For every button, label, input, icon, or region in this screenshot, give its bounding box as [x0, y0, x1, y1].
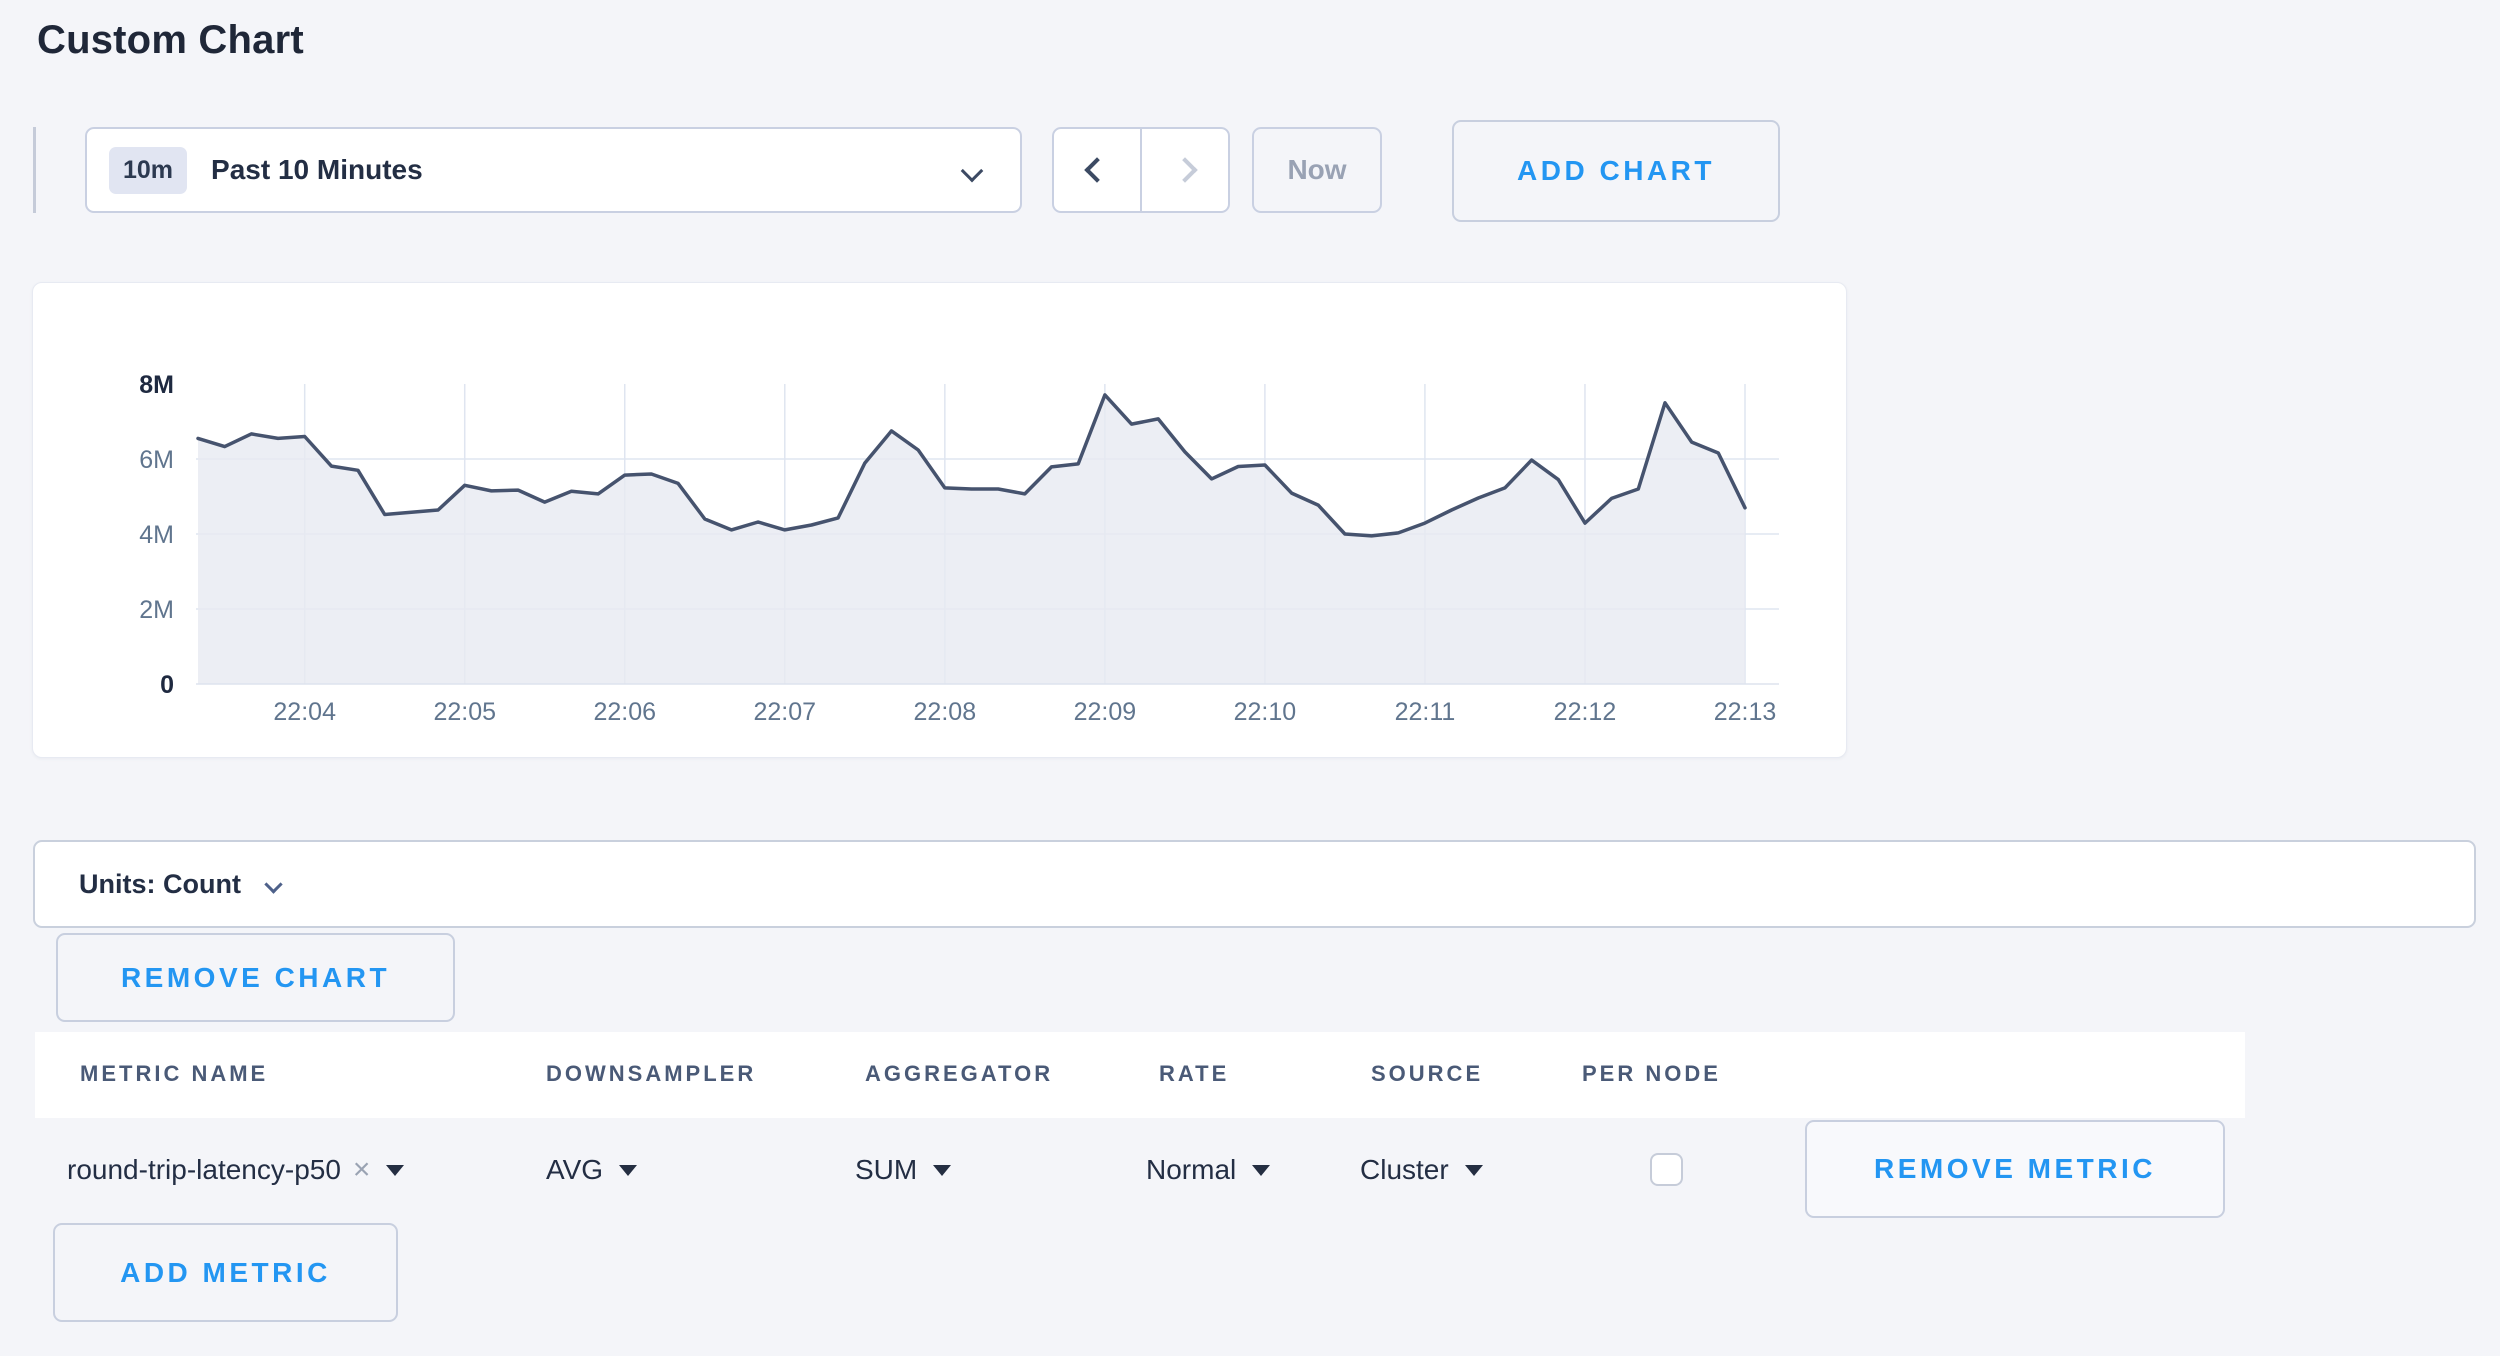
metric-row: round-trip-latency-p50 × AVG SUM Normal … — [0, 1117, 2500, 1223]
svg-text:22:09: 22:09 — [1074, 698, 1137, 726]
col-header-aggregator: AGGREGATOR — [865, 1061, 1054, 1086]
now-button[interactable]: Now — [1252, 127, 1382, 213]
svg-text:22:05: 22:05 — [433, 698, 496, 726]
chart-card: 8M 6M 4M 2M 0 22:04 22:05 22:06 22:07 22:08 22:09 2… — [32, 282, 1847, 758]
metric-name-dropdown[interactable]: round-trip-latency-p50 × — [67, 1117, 405, 1223]
time-series-chart: 8M 6M 4M 2M 0 22:04 22:05 22:06 22:07 22:08 22:09 2… — [139, 371, 1779, 726]
source-value: Cluster — [1360, 1154, 1449, 1185]
svg-text:22:10: 22:10 — [1234, 698, 1297, 726]
time-range-label: Past 10 Minutes — [211, 154, 423, 185]
time-range-badge: 10m — [109, 146, 188, 194]
svg-text:22:04: 22:04 — [273, 698, 336, 726]
dropdown-caret-icon — [1464, 1164, 1483, 1176]
svg-text:22:11: 22:11 — [1395, 698, 1456, 726]
dropdown-caret-icon — [619, 1164, 638, 1176]
downsampler-dropdown[interactable]: AVG — [546, 1117, 638, 1223]
remove-token-icon[interactable]: × — [352, 1153, 371, 1186]
col-header-source: SOURCE — [1371, 1061, 1484, 1086]
svg-text:6M: 6M — [139, 446, 174, 474]
col-header-metric-name: METRIC NAME — [80, 1061, 269, 1086]
add-metric-button[interactable]: ADD METRIC — [53, 1223, 398, 1322]
rate-dropdown[interactable]: Normal — [1146, 1117, 1271, 1223]
chevron-down-icon — [960, 159, 984, 183]
downsampler-value: AVG — [546, 1154, 604, 1185]
toolbar-divider — [33, 127, 36, 213]
svg-text:22:06: 22:06 — [593, 698, 656, 726]
chevron-down-icon — [264, 874, 283, 894]
svg-text:22:12: 22:12 — [1554, 698, 1617, 726]
units-label: Units: Count — [79, 868, 241, 899]
col-header-rate: RATE — [1159, 1061, 1230, 1086]
time-range-dropdown[interactable]: 10m Past 10 Minutes — [85, 127, 1022, 213]
chevron-right-icon — [1172, 157, 1198, 183]
dropdown-caret-icon — [1252, 1164, 1271, 1176]
col-header-per-node: PER NODE — [1582, 1061, 1721, 1086]
page-title: Custom Chart — [37, 18, 304, 62]
col-header-downsampler: DOWNSAMPLER — [546, 1061, 757, 1086]
chevron-left-icon — [1084, 157, 1110, 183]
per-node-checkbox[interactable] — [1650, 1153, 1683, 1186]
svg-text:4M: 4M — [139, 521, 174, 549]
prev-time-button[interactable] — [1054, 129, 1140, 211]
source-dropdown[interactable]: Cluster — [1360, 1117, 1483, 1223]
metrics-table-header: METRIC NAME DOWNSAMPLER AGGREGATOR RATE … — [35, 1032, 2245, 1118]
remove-metric-button[interactable]: REMOVE METRIC — [1805, 1120, 2225, 1218]
svg-text:2M: 2M — [139, 596, 174, 624]
svg-text:8M: 8M — [139, 371, 174, 399]
time-step-group — [1052, 127, 1230, 213]
remove-chart-button[interactable]: REMOVE CHART — [56, 933, 455, 1022]
rate-value: Normal — [1146, 1154, 1237, 1185]
dropdown-caret-icon — [933, 1164, 952, 1176]
svg-text:22:08: 22:08 — [914, 698, 977, 726]
svg-text:0: 0 — [160, 671, 174, 699]
add-chart-button[interactable]: ADD CHART — [1452, 120, 1780, 222]
dropdown-caret-icon — [386, 1164, 405, 1176]
metric-name-value: round-trip-latency-p50 — [67, 1154, 341, 1185]
aggregator-dropdown[interactable]: SUM — [855, 1117, 952, 1223]
units-dropdown[interactable]: Units: Count — [33, 840, 2476, 928]
svg-text:22:13: 22:13 — [1714, 698, 1777, 726]
aggregator-value: SUM — [855, 1154, 918, 1185]
svg-text:22:07: 22:07 — [754, 698, 817, 726]
next-time-button[interactable] — [1140, 129, 1228, 211]
